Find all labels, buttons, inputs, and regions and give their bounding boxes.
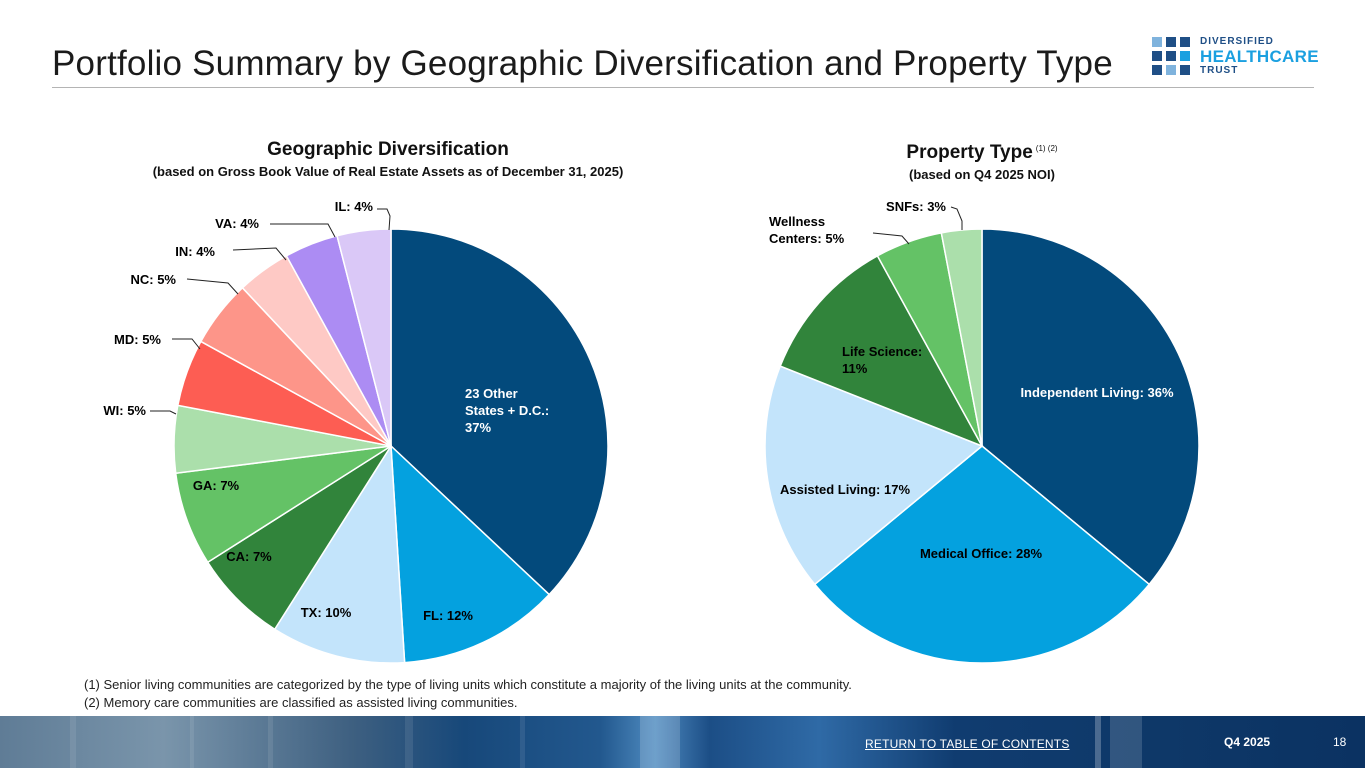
property-slice-assisted-living bbox=[764, 365, 984, 586]
page-title: Portfolio Summary by Geographic Diversif… bbox=[52, 44, 1113, 83]
property-label-snfs: SNFs: 3% bbox=[886, 199, 946, 214]
geo-leader-va bbox=[270, 223, 336, 238]
logo-line-1: DIVERSIFIED bbox=[1200, 36, 1274, 47]
geo-leader-in bbox=[232, 247, 287, 261]
geo-label-va: VA: 4% bbox=[215, 216, 259, 231]
property-chart-heading: Property Type (1) (2) (based on Q4 2025 N… bbox=[832, 142, 1132, 182]
geo-label-nc: NC: 5% bbox=[130, 272, 176, 287]
property-label-wellness-centers: Wellness Centers: 5% bbox=[769, 214, 845, 246]
geo-slice-fl bbox=[390, 444, 551, 664]
geo-chart-subtitle: (based on Gross Book Value of Real Estat… bbox=[152, 164, 624, 179]
company-logo: DIVERSIFIED HEALTHCARE TRUST bbox=[1152, 36, 1319, 77]
logo-line-2: HEALTHCARE bbox=[1200, 47, 1319, 66]
page-number: 18 bbox=[1333, 735, 1347, 749]
property-pie-chart: Independent Living: 36% Medical Office: 2… bbox=[764, 199, 1200, 664]
geo-label-in: IN: 4% bbox=[175, 244, 215, 259]
geo-leader-md bbox=[172, 338, 201, 350]
property-label-medical-office: Medical Office: 28% bbox=[920, 546, 1043, 561]
geo-label-fl: FL: 12% bbox=[423, 608, 473, 623]
geo-label-ca: CA: 7% bbox=[226, 549, 272, 564]
footnotes: (1) Senior living communities are catego… bbox=[84, 677, 852, 713]
geo-label-wi: WI: 5% bbox=[103, 403, 146, 418]
footnote-1: (1) Senior living communities are catego… bbox=[84, 677, 852, 692]
property-chart-title-row: Property Type (1) (2) bbox=[832, 142, 1132, 164]
geo-label-tx: TX: 10% bbox=[301, 605, 352, 620]
footer-period: Q4 2025 bbox=[1224, 735, 1271, 749]
geo-leader-il bbox=[377, 208, 391, 231]
footer-banner bbox=[0, 716, 1365, 768]
geo-label-ga: GA: 7% bbox=[193, 478, 240, 493]
property-label-independent-living: Independent Living: 36% bbox=[1020, 385, 1174, 400]
geo-label-il: IL: 4% bbox=[335, 199, 374, 214]
logo-line-3: TRUST bbox=[1200, 65, 1239, 76]
geo-slice-il bbox=[336, 228, 392, 447]
geo-slice-tx bbox=[273, 443, 406, 664]
geo-slice-23-other-states-d-c bbox=[390, 228, 609, 596]
property-leader-snfs bbox=[950, 206, 963, 230]
property-label-life-science: Life Science: 11% bbox=[842, 344, 922, 376]
geo-label-md: MD: 5% bbox=[114, 332, 161, 347]
property-slice-life-science bbox=[779, 254, 984, 448]
geo-pie-chart: 23 Other States + D.C.: 37% FL: 12% TX: 10% C… bbox=[103, 199, 609, 664]
property-label-assisted-living: Assisted Living: 17% bbox=[780, 482, 910, 497]
title-divider bbox=[52, 87, 1314, 88]
logo-mark-icon bbox=[1152, 37, 1192, 75]
property-chart-footnote-ref: (1) (2) bbox=[1035, 143, 1058, 153]
footnote-2: (2) Memory care communities are classifi… bbox=[84, 695, 518, 710]
geo-leader-nc bbox=[186, 278, 239, 295]
property-slice-medical-office bbox=[813, 445, 1151, 664]
geo-chart-title: Geographic Diversification bbox=[267, 139, 509, 160]
geo-leader-wi bbox=[150, 410, 177, 415]
return-to-contents-link[interactable]: RETURN TO TABLE OF CONTENTS bbox=[865, 737, 1070, 751]
property-leader-wellness-centers bbox=[872, 232, 910, 245]
geo-chart-heading: Geographic Diversification (based on Gro… bbox=[100, 139, 676, 179]
geo-label-23-other-states-d-c: 23 Other States + D.C.: 37% bbox=[465, 386, 549, 435]
property-chart-title: Property Type bbox=[906, 142, 1033, 163]
property-slice-independent-living bbox=[981, 228, 1200, 586]
property-chart-subtitle: (based on Q4 2025 NOI) bbox=[909, 167, 1055, 182]
pie-charts-canvas: 23 Other States + D.C.: 37% FL: 12% TX: 10% C… bbox=[103, 199, 1200, 664]
